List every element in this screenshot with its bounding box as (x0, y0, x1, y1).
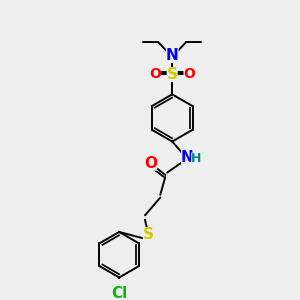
Text: H: H (191, 152, 202, 166)
Text: S: S (167, 67, 178, 82)
Text: N: N (181, 150, 194, 165)
Text: O: O (149, 68, 161, 81)
Text: O: O (184, 68, 195, 81)
Text: Cl: Cl (111, 286, 127, 300)
Text: S: S (143, 227, 154, 242)
Text: O: O (144, 156, 157, 171)
Text: N: N (166, 48, 178, 63)
